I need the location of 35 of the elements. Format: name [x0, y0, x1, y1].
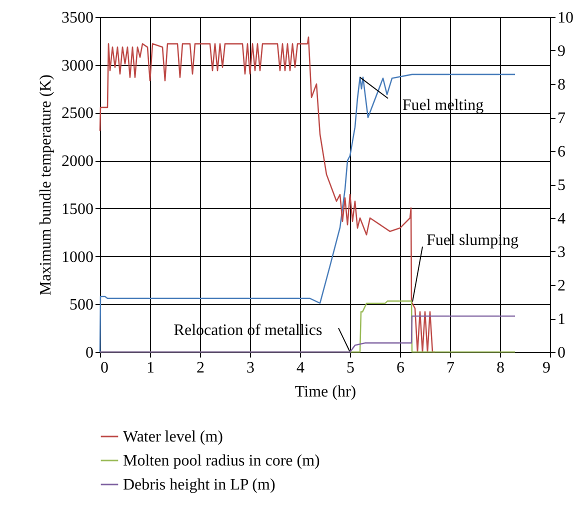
y-tick-label: 2500	[62, 105, 94, 122]
legend-label: Water level (m)	[123, 428, 223, 446]
y-tick-label: 3500	[62, 10, 94, 26]
legend-label: Molten pool radius in core (m)	[123, 452, 320, 470]
y2-tick-label: 6	[558, 144, 566, 160]
y-tick-label: 500	[70, 296, 94, 314]
y-axis-title: Maximum bundle temperature (K)	[38, 74, 54, 296]
y2-tick-label: 4	[558, 210, 566, 228]
y2-tick-label: 3	[558, 244, 566, 261]
y2-tick-label: 1	[558, 311, 566, 328]
y2-tick-label: 7	[558, 110, 566, 127]
y-tick-label: 3000	[62, 57, 94, 74]
x-tick-label: 7	[446, 360, 454, 376]
y2-tick-label: 9	[558, 43, 566, 60]
x-tick-label: 9	[542, 360, 550, 376]
x-tick-label: 6	[396, 360, 404, 376]
x-axis-title: Time (hr)	[294, 384, 356, 400]
x-tick-label: 3	[246, 360, 254, 376]
x-tick-label: 2	[196, 360, 204, 376]
y-tick-label: 1000	[62, 248, 94, 266]
y2-tick-label: 2	[558, 278, 566, 294]
legend-label: Debris height in LP (m)	[123, 476, 276, 494]
y2-tick-label: 0	[558, 344, 566, 362]
x-tick-label: 8	[496, 360, 504, 376]
y-tick-label: 2000	[62, 153, 94, 170]
line-series	[99, 316, 516, 353]
y2-tick-label: 5	[558, 177, 566, 194]
y-tick-label: 0	[86, 344, 94, 362]
x-tick-label: 0	[100, 360, 108, 376]
x-tick-label: 1	[146, 360, 154, 376]
y2-tick-label: 8	[558, 76, 566, 94]
y2-tick-label: 10	[558, 10, 574, 26]
x-tick-label: 4	[296, 360, 304, 376]
x-tick-label: 5	[346, 360, 354, 376]
y-tick-label: 1500	[62, 200, 94, 218]
